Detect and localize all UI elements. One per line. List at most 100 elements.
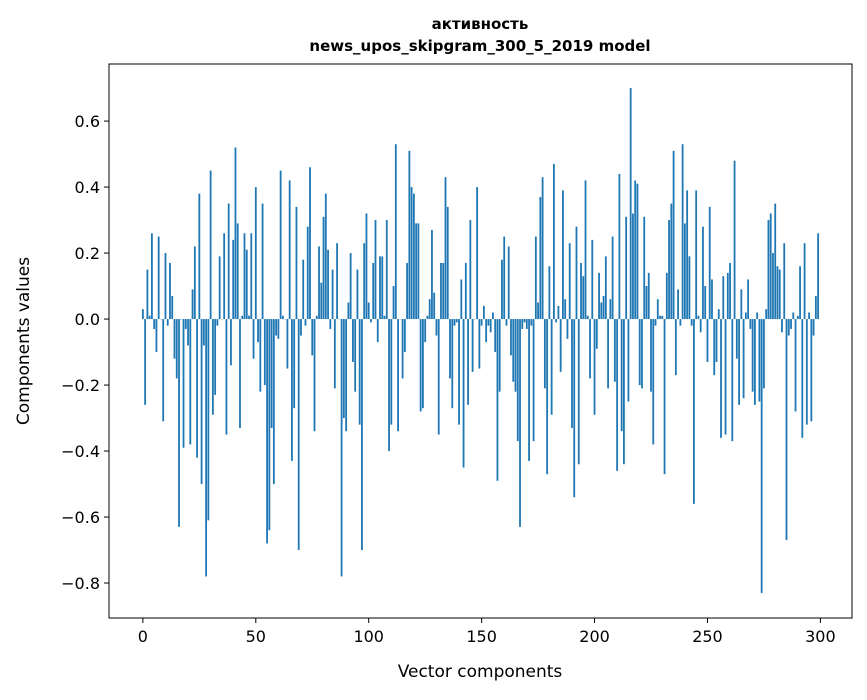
bar-component-270 — [752, 319, 754, 392]
bar-component-140 — [458, 319, 460, 425]
bars — [142, 88, 819, 593]
bar-component-62 — [282, 316, 284, 319]
bar-component-69 — [298, 319, 300, 550]
bar-component-148 — [476, 187, 478, 319]
bar-component-9 — [162, 319, 164, 421]
bar-component-136 — [449, 319, 451, 378]
bar-component-158 — [499, 319, 501, 392]
bar-component-125 — [424, 319, 426, 342]
bar-component-132 — [440, 263, 442, 319]
bar-component-276 — [765, 309, 767, 319]
bar-component-124 — [422, 319, 424, 408]
bar-component-85 — [334, 319, 336, 388]
bar-component-223 — [646, 286, 648, 319]
bar-component-237 — [677, 289, 679, 319]
bar-component-83 — [329, 319, 331, 329]
bar-component-282 — [779, 270, 781, 319]
bar-component-241 — [686, 190, 688, 319]
bar-component-0 — [142, 309, 144, 319]
bar-component-216 — [630, 88, 632, 319]
bar-component-252 — [711, 279, 713, 319]
bar-component-157 — [497, 319, 499, 481]
bar-component-255 — [718, 309, 720, 319]
bar-component-286 — [788, 319, 790, 335]
bar-component-233 — [668, 220, 670, 319]
bar-component-200 — [594, 319, 596, 415]
bar-component-21 — [189, 319, 191, 444]
bar-component-239 — [682, 144, 684, 319]
bar-component-70 — [300, 319, 302, 335]
bar-component-221 — [641, 319, 643, 388]
bar-component-144 — [467, 319, 469, 405]
bar-component-151 — [483, 306, 485, 319]
y-tick-label: −0.4 — [61, 442, 100, 461]
bar-component-138 — [454, 319, 456, 326]
bar-component-281 — [777, 266, 779, 319]
bar-component-284 — [783, 243, 785, 319]
bar-component-194 — [580, 263, 582, 319]
bar-component-260 — [729, 263, 731, 319]
bar-component-246 — [698, 316, 700, 319]
bar-component-165 — [515, 319, 517, 392]
bar-component-248 — [702, 227, 704, 319]
bar-component-37 — [226, 319, 228, 434]
bar-component-256 — [720, 319, 722, 438]
bar-component-156 — [494, 319, 496, 352]
bar-component-269 — [749, 319, 751, 329]
bar-component-283 — [781, 319, 783, 332]
bar-component-188 — [567, 319, 569, 339]
bar-component-234 — [670, 204, 672, 319]
bar-component-67 — [293, 319, 295, 408]
bar-component-1 — [144, 319, 146, 405]
bar-component-104 — [377, 319, 379, 342]
bar-component-187 — [564, 299, 566, 319]
x-tick-label: 150 — [466, 627, 497, 646]
bar-component-16 — [178, 319, 180, 527]
bar-component-10 — [165, 253, 167, 319]
bar-component-243 — [691, 319, 693, 326]
bar-component-44 — [241, 316, 243, 319]
bar-component-271 — [754, 319, 756, 405]
bar-component-259 — [727, 273, 729, 319]
bar-component-290 — [797, 316, 799, 319]
bar-component-198 — [589, 319, 591, 378]
bar-component-229 — [659, 316, 661, 319]
bar-component-263 — [736, 319, 738, 359]
bar-component-204 — [603, 296, 605, 319]
bar-component-100 — [368, 303, 370, 319]
bar-component-272 — [756, 312, 758, 319]
bar-component-183 — [555, 319, 557, 322]
bar-component-293 — [804, 243, 806, 319]
bar-component-60 — [277, 319, 279, 339]
bar-component-5 — [153, 319, 155, 329]
bar-component-142 — [463, 319, 465, 467]
chart-subtitle: news_upos_skipgram_300_5_2019 model — [309, 37, 650, 55]
bar-component-225 — [650, 319, 652, 392]
bar-component-154 — [490, 319, 492, 332]
bar-component-273 — [759, 319, 761, 401]
bar-component-182 — [553, 164, 555, 319]
bar-component-153 — [488, 319, 490, 326]
bar-component-56 — [268, 319, 270, 530]
bar-component-167 — [519, 319, 521, 527]
bar-component-266 — [743, 319, 745, 398]
bar-component-251 — [709, 207, 711, 319]
bar-component-112 — [395, 144, 397, 319]
bar-component-181 — [551, 319, 553, 415]
bar-component-264 — [738, 319, 740, 405]
bar-component-133 — [442, 263, 444, 319]
bar-component-123 — [420, 319, 422, 411]
bar-component-207 — [609, 299, 611, 319]
bar-component-296 — [810, 319, 812, 421]
bar-component-111 — [393, 286, 395, 319]
bar-component-45 — [244, 233, 246, 319]
bar-component-137 — [451, 319, 453, 408]
bar-component-126 — [427, 316, 429, 319]
bar-component-218 — [634, 180, 636, 319]
bar-component-242 — [688, 256, 690, 319]
bar-component-279 — [772, 253, 774, 319]
bar-component-107 — [384, 316, 386, 319]
bar-component-103 — [375, 220, 377, 319]
bar-component-224 — [648, 273, 650, 319]
bar-component-172 — [530, 319, 532, 326]
